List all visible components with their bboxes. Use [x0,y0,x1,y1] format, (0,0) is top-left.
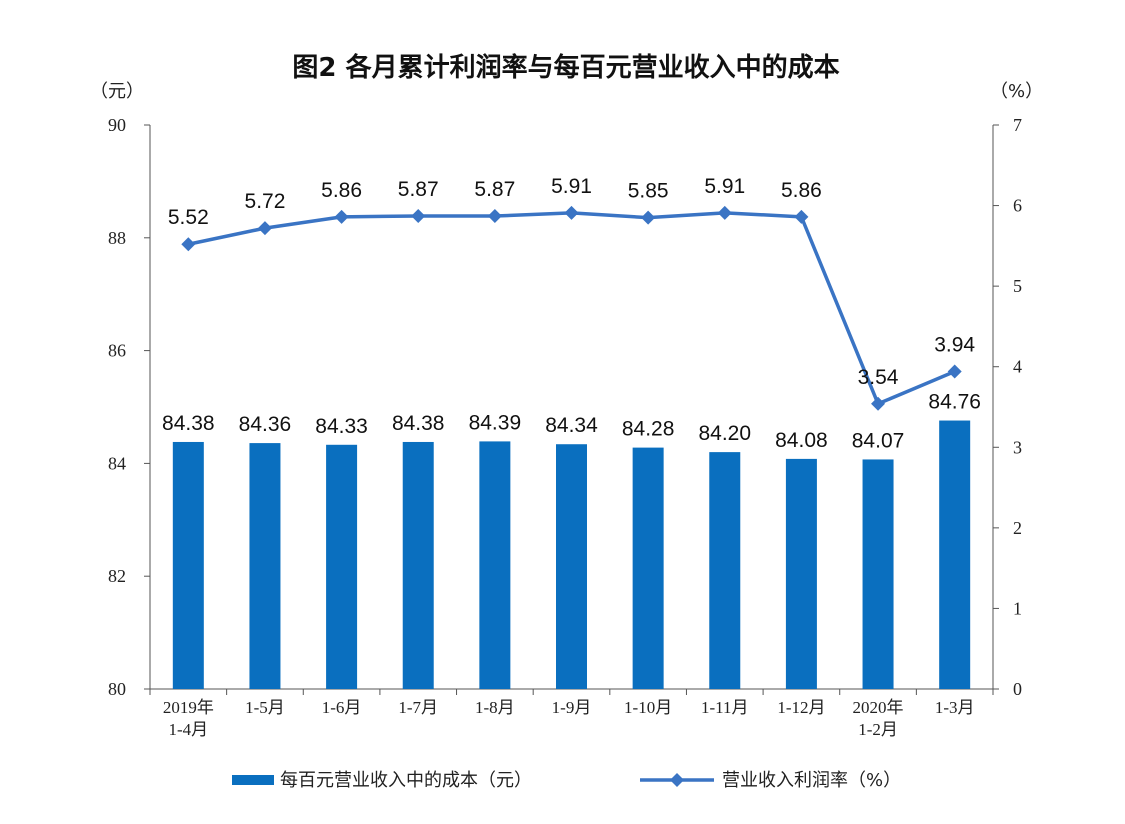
left-tick-label: 80 [108,679,126,699]
left-tick-label: 82 [108,566,126,586]
bar [709,452,741,689]
bar-data-label: 84.08 [775,429,828,452]
left-tick-label: 90 [108,115,126,135]
bar-data-label: 84.34 [545,414,598,437]
bar [172,441,204,689]
x-tick-label: 2019年 [163,698,214,717]
bar [249,443,281,689]
line-point [564,205,579,220]
legend-bar-swatch [232,775,274,785]
x-tick-label: 1-8月 [475,698,515,717]
bar-data-label: 84.36 [239,413,292,436]
bar [556,444,587,689]
x-tick-label: 1-9月 [552,698,592,717]
legend-line-label: 营业收入利润率（%） [722,770,901,791]
line-point [181,237,196,252]
right-tick-label: 3 [1013,437,1022,457]
x-tick-label: 1-12月 [777,698,825,717]
series-line [187,211,956,406]
right-axis-unit: （%） [990,81,1043,102]
x-tick-label: 1-6月 [322,698,362,717]
line-data-label: 5.87 [474,178,515,201]
bar-data-label: 84.28 [622,418,675,441]
line-data-label: 5.86 [321,179,362,202]
line-data-label: 5.72 [245,190,286,213]
x-tick-label: 1-2月 [858,720,898,739]
x-tick-label: 1-4月 [168,720,208,739]
bar-data-label: 84.38 [162,412,215,435]
line-data-label: 5.86 [781,179,822,202]
right-tick-label: 2 [1013,518,1022,538]
line-point [947,364,962,379]
bar [632,447,664,689]
line-point [487,209,502,224]
bar [862,459,894,689]
line-data-label: 5.85 [628,180,669,203]
chart-title: 图2 各月累计利润率与每百元营业收入中的成本 [292,52,839,83]
line-point [794,209,809,224]
bar [479,441,511,689]
x-tick-label: 1-11月 [701,698,749,717]
line-point [717,205,732,220]
line-data-label: 5.91 [704,175,745,198]
bar [326,444,358,689]
x-tick-label: 1-5月 [245,698,285,717]
line-data-label: 5.52 [168,206,209,229]
left-axis-unit: （元） [90,81,144,102]
line-point [871,396,886,411]
left-tick-label: 84 [108,453,126,473]
bar-data-label: 84.20 [698,422,751,445]
bar-data-label: 84.39 [469,411,522,434]
line-point [411,209,426,224]
bar-data-label: 84.76 [928,391,981,414]
left-tick-label: 86 [108,341,126,361]
line-data-label: 3.54 [858,366,899,389]
right-tick-label: 5 [1013,276,1022,296]
bar-data-label: 84.07 [852,429,905,452]
line-data-label: 5.91 [551,175,592,198]
right-tick-label: 0 [1013,679,1022,699]
bar-data-label: 84.33 [315,415,368,438]
x-tick-label: 1-3月 [935,698,975,717]
legend: 每百元营业收入中的成本（元） 营业收入利润率（%） [232,770,901,791]
legend-bar-label: 每百元营业收入中的成本（元） [280,770,532,791]
x-tick-label: 1-7月 [398,698,438,717]
bar [402,441,434,689]
line-data-label: 5.87 [398,178,439,201]
line-point [257,221,272,236]
right-tick-label: 1 [1013,598,1022,618]
right-tick-label: 7 [1013,115,1022,135]
bar [785,458,817,689]
x-tick-label: 2020年 [853,698,904,717]
right-tick-label: 6 [1013,196,1022,216]
bar-data-label: 84.38 [392,412,445,435]
plot-area: 80 82 84 86 88 90 0 1 2 3 4 5 6 7 2019年 1-4月 1-5月 1-6月 1-7… [108,115,1022,739]
line-point [334,209,349,224]
bar [939,420,971,689]
right-tick-label: 4 [1013,357,1022,377]
left-tick-label: 88 [108,228,126,248]
legend-line-marker [670,773,684,787]
line-data-label: 3.94 [934,334,975,357]
x-tick-label: 1-10月 [624,698,672,717]
line-point [641,210,656,225]
